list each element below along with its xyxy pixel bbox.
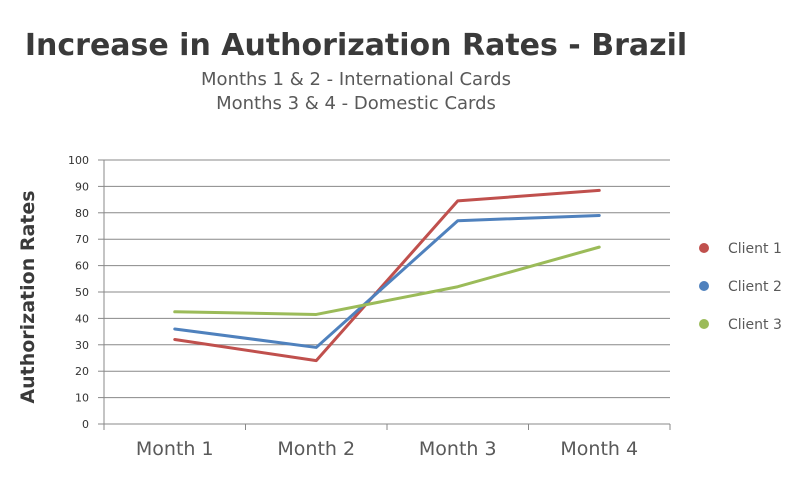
gridlines: [104, 159, 670, 399]
legend-marker: [699, 281, 709, 291]
axes: [98, 159, 671, 430]
y-axis-label: Authorization Rates: [17, 190, 39, 403]
legend-label: Client 2: [728, 279, 782, 295]
x-tick-label: Month 1: [136, 438, 214, 460]
series-line-1: [173, 188, 601, 363]
x-tick-label: Month 3: [419, 438, 497, 460]
y-tick-label: 40: [75, 312, 89, 325]
y-tick-label: 30: [75, 339, 89, 352]
series-line-3: [173, 245, 601, 316]
y-tick-label: 90: [75, 180, 89, 193]
y-tick-label: 10: [75, 392, 89, 405]
series-lines: [173, 188, 601, 363]
y-tick-label: 0: [82, 418, 89, 431]
legend: Client 1 Client 2 Client 3: [699, 241, 782, 333]
y-tick-labels: 0 10 20 30 40 50 60 70 80 90 100: [68, 154, 89, 431]
y-tick-label: 70: [75, 233, 89, 246]
chart-subtitle-line-1: Months 1 & 2 - International Cards: [201, 69, 511, 90]
y-tick-label: 80: [75, 207, 89, 220]
x-tick-labels: Month 1 Month 2 Month 3 Month 4: [136, 438, 638, 460]
series-line-2: [173, 213, 601, 349]
chart-subtitle-line-2: Months 3 & 4 - Domestic Cards: [216, 93, 496, 114]
legend-marker: [699, 243, 709, 253]
legend-marker: [699, 319, 709, 329]
legend-label: Client 3: [728, 317, 782, 333]
y-tick-label: 60: [75, 260, 89, 273]
legend-label: Client 1: [728, 241, 782, 257]
chart-title: Increase in Authorization Rates - Brazil: [25, 28, 687, 63]
x-tick-label: Month 4: [560, 438, 638, 460]
y-tick-label: 50: [75, 286, 89, 299]
y-tick-label: 100: [68, 154, 89, 167]
x-tick-label: Month 2: [277, 438, 355, 460]
y-tick-label: 20: [75, 365, 89, 378]
